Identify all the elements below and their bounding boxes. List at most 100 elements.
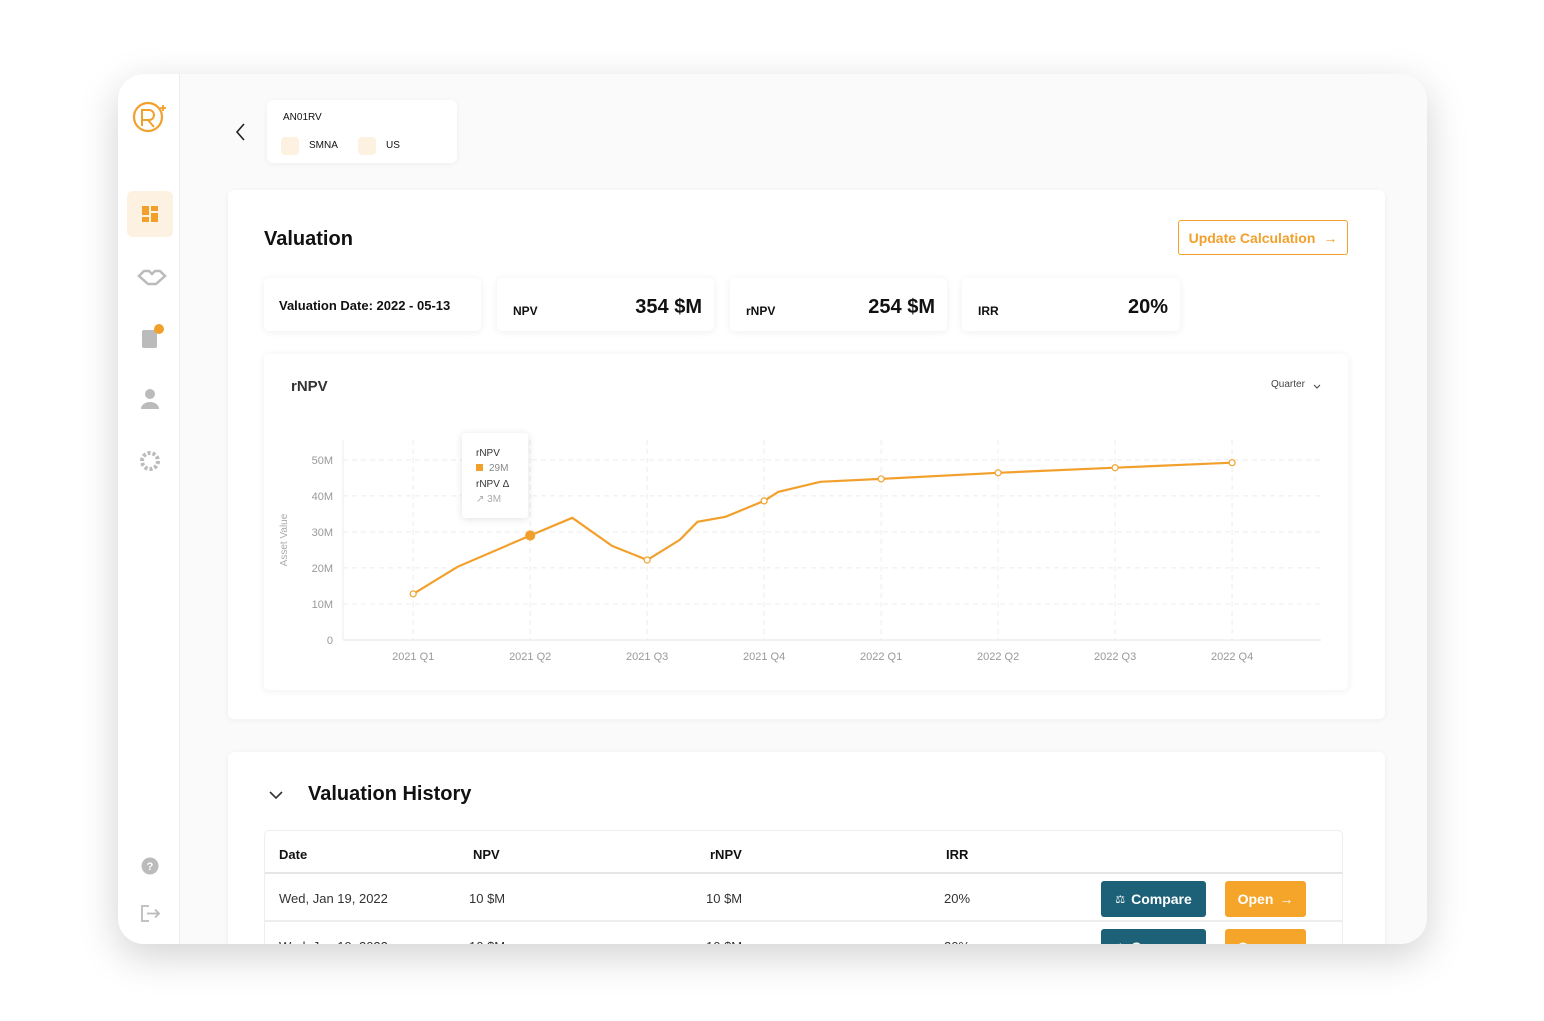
help-icon[interactable] bbox=[141, 857, 159, 875]
button-label: Compare bbox=[1131, 891, 1192, 907]
table-row: Wed, Jan 19, 2022 10 $M 10 $M 20% ⚖ Compare Op… bbox=[265, 874, 1342, 922]
logo-plus bbox=[160, 105, 166, 111]
table-header: Date NPV rNPV IRR bbox=[265, 831, 1342, 874]
x-tick-label: 2021 Q1 bbox=[392, 651, 434, 663]
tooltip-delta-name: rNPV Δ bbox=[476, 479, 510, 490]
y-tick-label: 0 bbox=[327, 635, 333, 647]
compare-button[interactable]: ⚖ Compare bbox=[1101, 929, 1206, 944]
update-button[interactable]: Update Calculation → bbox=[1178, 220, 1348, 255]
y-tick-label: 20M bbox=[312, 563, 333, 575]
table-row: Wed, Jan 19, 2022 10 $M 10 $M 20% ⚖ Compare Op… bbox=[265, 922, 1342, 944]
metric-card: NPV 354 $M bbox=[497, 278, 714, 331]
chart-card: rNPV Quarter Asset Value 0 10M 20M 30M 40M 50… bbox=[264, 354, 1348, 690]
x-tick-label: 2021 Q4 bbox=[743, 651, 785, 663]
arrow: → bbox=[1323, 229, 1338, 246]
app-window: ? AN01RV SMNA US Valuation Update Calcul… bbox=[118, 74, 1427, 944]
x-tick-label: 2022 Q3 bbox=[1094, 651, 1136, 663]
metric-label: NPV bbox=[513, 304, 538, 318]
point bbox=[760, 497, 768, 505]
chart: rNPV Quarter Asset Value 0 10M 20M 30M 40M 50… bbox=[279, 378, 1321, 663]
tooltip-swatch bbox=[476, 464, 483, 471]
delta-value: 3M bbox=[487, 494, 502, 505]
logo-mark bbox=[141, 109, 155, 128]
collapse-toggle[interactable] bbox=[268, 789, 284, 801]
cell: 10 $M bbox=[469, 891, 506, 906]
button-label: Compare bbox=[1131, 939, 1192, 944]
point bbox=[525, 530, 536, 541]
y-tick-label: 10M bbox=[312, 599, 333, 611]
point bbox=[409, 590, 417, 598]
metric-value: 254 $M bbox=[868, 296, 935, 318]
cell: Wed, Jan 19, 2022 bbox=[279, 939, 388, 944]
icon: ⚖ bbox=[1115, 941, 1125, 945]
column-header: IRR bbox=[946, 847, 969, 862]
x-tick-label: 2022 Q2 bbox=[977, 651, 1019, 663]
dropdown-caret bbox=[1313, 384, 1321, 389]
metric-card: rNPV 254 $M bbox=[730, 278, 947, 331]
asset-code: AN01RV bbox=[283, 112, 322, 123]
column-header: rNPV bbox=[710, 847, 742, 862]
back-button[interactable] bbox=[233, 122, 249, 142]
tooltip-name: rNPV bbox=[476, 448, 500, 459]
tag: SMNA bbox=[309, 140, 338, 151]
metric-label: IRR bbox=[978, 304, 999, 318]
point bbox=[877, 475, 885, 483]
x-tick-label: 2022 Q1 bbox=[860, 651, 902, 663]
user-icon[interactable] bbox=[145, 389, 155, 399]
cell: 10 $M bbox=[706, 891, 743, 906]
sidebar: ? bbox=[118, 74, 180, 944]
tooltip: rNPV 29M rNPV Δ ↗ 3M bbox=[462, 433, 528, 518]
section-title: Valuation bbox=[264, 228, 353, 250]
metric-value: 20% bbox=[1127, 296, 1168, 318]
notification-dot bbox=[154, 324, 164, 334]
history-card: Valuation History Date NPV rNPV IRR Wed,… bbox=[228, 752, 1385, 944]
arrow: → bbox=[1279, 891, 1294, 907]
icon: ⚖ bbox=[1115, 893, 1126, 906]
help-glyph: ? bbox=[147, 861, 154, 873]
tag-icon bbox=[358, 137, 376, 155]
metric-value: 354 $M bbox=[635, 296, 702, 318]
button-label: Open bbox=[1237, 891, 1274, 907]
y-tick-label: 50M bbox=[312, 455, 333, 467]
compare-button[interactable]: ⚖ Compare bbox=[1101, 881, 1206, 917]
asset-header: AN01RV SMNA US bbox=[267, 100, 457, 163]
arrow: → bbox=[1279, 939, 1293, 944]
section-title: Valuation History bbox=[308, 783, 472, 805]
point bbox=[1228, 459, 1236, 467]
dashboard-icon[interactable] bbox=[142, 206, 158, 222]
history-table: Date NPV rNPV IRR Wed, Jan 19, 2022 10 $M… bbox=[264, 830, 1343, 944]
settings-icon[interactable] bbox=[140, 451, 160, 471]
column-header: NPV bbox=[473, 847, 500, 862]
valuation-card: Valuation Update Calculation → Valuation … bbox=[228, 190, 1385, 719]
tasks-icon[interactable] bbox=[142, 330, 157, 348]
date-card: Valuation Date: 2022 - 05-13 bbox=[264, 278, 481, 331]
x-tick-label: 2021 Q2 bbox=[509, 651, 551, 663]
logo bbox=[132, 101, 164, 133]
tag: US bbox=[386, 140, 400, 151]
logout-icon[interactable] bbox=[141, 905, 161, 922]
cell: 20% bbox=[944, 891, 971, 906]
open-button[interactable]: Open → bbox=[1225, 881, 1306, 917]
sidebar-icons: ? bbox=[127, 101, 173, 922]
point bbox=[1111, 464, 1119, 472]
chart-title: rNPV bbox=[291, 378, 328, 395]
period-dropdown[interactable]: Quarter bbox=[1271, 379, 1306, 390]
tooltip-value: 29M bbox=[489, 463, 509, 474]
point bbox=[994, 469, 1002, 477]
button-label: Open bbox=[1238, 939, 1274, 944]
open-button[interactable]: Open → bbox=[1225, 929, 1306, 944]
deals-icon[interactable] bbox=[137, 269, 167, 286]
y-tick-label: 40M bbox=[312, 491, 333, 503]
cell: 10 $M bbox=[706, 939, 742, 944]
metric-label: rNPV bbox=[746, 304, 776, 318]
x-tick-label: 2022 Q4 bbox=[1211, 651, 1253, 663]
point bbox=[643, 556, 651, 564]
active-nav-bg[interactable] bbox=[127, 191, 173, 237]
user-icon-body bbox=[141, 402, 159, 409]
y-tick-label: 30M bbox=[312, 527, 333, 539]
button-label: Update Calculation bbox=[1188, 229, 1316, 246]
tooltip-delta: ↗ 3M bbox=[476, 494, 502, 505]
column-header: Date bbox=[279, 847, 308, 862]
cell: 20% bbox=[944, 939, 970, 944]
